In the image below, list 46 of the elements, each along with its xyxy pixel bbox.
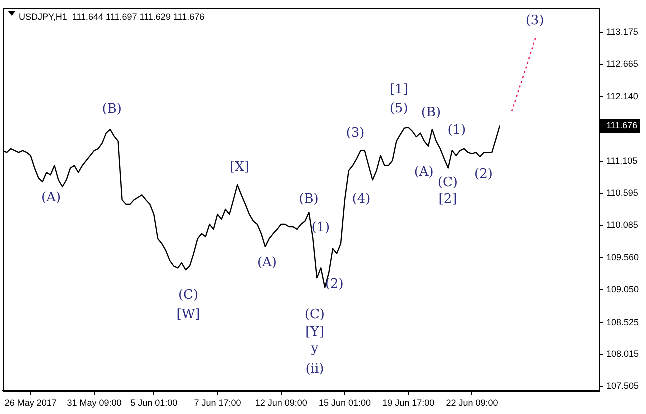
x-tick-label: 19 Jun 17:00 xyxy=(382,398,435,408)
x-tick-label: 12 Jun 09:00 xyxy=(255,398,308,408)
x-tick-label: 31 May 09:00 xyxy=(67,398,122,408)
x-tick-label: 5 Jun 01:00 xyxy=(130,398,178,408)
line-series xyxy=(511,37,536,112)
annotation: (C) xyxy=(178,288,199,303)
y-tick-label: 111.676 xyxy=(606,120,638,131)
annotation: (C) xyxy=(304,307,325,322)
annotation: (A) xyxy=(257,256,278,271)
y-tick-label: 112.665 xyxy=(606,58,638,69)
annotation: (1) xyxy=(312,220,330,236)
x-tick-label: 15 Jun 01:00 xyxy=(318,398,371,408)
x-tick-label: 7 Jun 17:00 xyxy=(194,398,242,408)
annotation: (5) xyxy=(390,101,408,116)
annotation: [2] xyxy=(438,192,458,208)
annotation: (2) xyxy=(325,277,344,292)
annotation: (3) xyxy=(346,126,365,141)
annotation: y xyxy=(310,341,320,356)
y-tick-label: 108.015 xyxy=(606,349,640,360)
x-tick-label: 22 Jun 09:00 xyxy=(446,398,498,408)
y-tick-label: 109.050 xyxy=(606,284,640,295)
y-tick-label: 110.085 xyxy=(606,220,638,230)
y-tick-label: 113.175 xyxy=(606,26,638,37)
annotation: [Y] xyxy=(306,325,324,340)
y-tick-label: 109.560 xyxy=(606,252,640,263)
y-tick-label: 112.140 xyxy=(606,92,638,102)
annotation: [X] xyxy=(230,160,250,176)
y-tick-label: 107.505 xyxy=(606,381,640,391)
annotation: (B) xyxy=(421,105,442,120)
annotation: (A) xyxy=(42,190,62,206)
annotation: (1) xyxy=(448,122,466,138)
y-tick-label: 111.105 xyxy=(606,156,638,166)
annotation: (3) xyxy=(526,13,544,28)
y-tick-label: 110.595 xyxy=(606,188,638,198)
annotation: (4) xyxy=(352,192,371,208)
annotation: (A) xyxy=(414,164,434,180)
x-tick-label: 26 May 2017 xyxy=(4,398,57,408)
annotation: [W] xyxy=(176,307,200,322)
chart-title: USDJPY,H1 111.644 111.697 111.629 111.676 xyxy=(19,12,205,22)
annotation: (ii) xyxy=(306,362,324,378)
y-tick-label: 108.525 xyxy=(606,317,640,328)
annotation: [1] xyxy=(390,82,408,98)
annotation: (B) xyxy=(102,102,122,118)
annotation: (B) xyxy=(299,192,319,208)
annotation: (C) xyxy=(438,176,458,191)
annotation: (2) xyxy=(474,166,493,182)
